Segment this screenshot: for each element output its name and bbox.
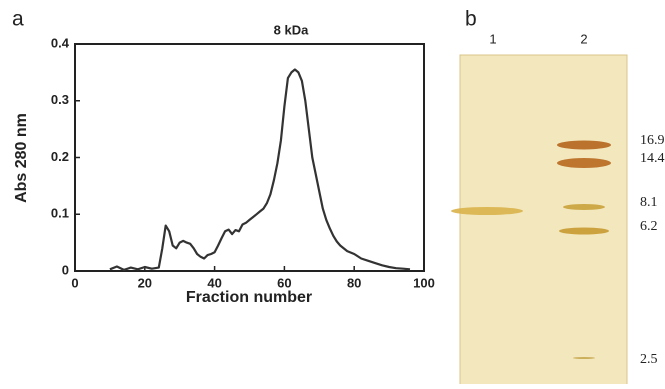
- band: [451, 207, 523, 215]
- marker-label: 2.5: [640, 352, 658, 367]
- band: [557, 141, 611, 150]
- band: [573, 357, 595, 359]
- marker-label: 16.9: [640, 133, 665, 148]
- marker-label: 8.1: [640, 195, 658, 210]
- x-tick-label: 60: [277, 275, 291, 290]
- gel-image: [460, 55, 627, 384]
- x-tick-label: 20: [138, 275, 152, 290]
- y-tick-label: 0.2: [51, 149, 69, 164]
- x-axis-label: Fraction number: [186, 289, 312, 306]
- y-tick-label: 0.4: [51, 35, 70, 50]
- marker-label: 6.2: [640, 219, 658, 234]
- x-tick-label: 80: [347, 275, 361, 290]
- y-tick-label: 0: [62, 262, 69, 277]
- x-tick-label: 100: [413, 275, 435, 290]
- y-tick-label: 0.3: [51, 92, 69, 107]
- annotation: 8 kDa: [274, 22, 309, 37]
- y-axis-label: Abs 280 nm: [13, 113, 30, 203]
- marker-label: 14.4: [640, 151, 665, 166]
- panel-label: a: [12, 8, 24, 31]
- band: [559, 228, 609, 235]
- line: [110, 70, 410, 270]
- panel-label: b: [465, 8, 477, 31]
- band: [557, 158, 611, 168]
- band: [563, 204, 605, 210]
- lane-label: 2: [580, 31, 587, 46]
- y-tick-label: 0.1: [51, 206, 69, 221]
- plot-frame: [75, 44, 424, 271]
- lane-label: 1: [489, 31, 496, 46]
- x-tick-label: 0: [71, 275, 78, 290]
- figure: a Fraction number Abs 280 nm b 020406080…: [0, 0, 665, 384]
- x-tick-label: 40: [207, 275, 221, 290]
- page: a Fraction number Abs 280 nm b 020406080…: [0, 0, 665, 384]
